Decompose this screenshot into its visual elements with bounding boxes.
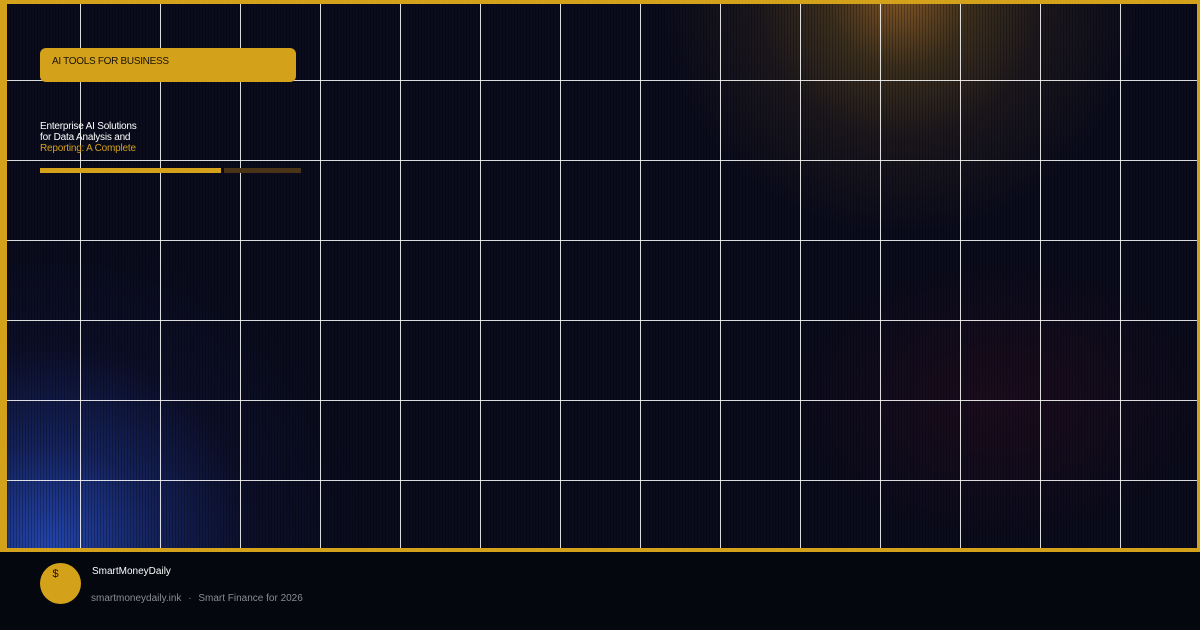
title-line: Enterprise AI Solutions: [40, 121, 137, 132]
site-domain-link[interactable]: smartmoneydaily.ink: [91, 593, 182, 604]
category-badge: AI TOOLS FOR BUSINESS: [40, 48, 296, 82]
tagline: Smart Finance for 2026: [198, 593, 303, 604]
dollar-logo-icon: $: [40, 563, 81, 604]
separator: ·: [188, 593, 192, 604]
title-line: for Data Analysis and: [40, 132, 131, 143]
article-title: Enterprise AI Solutions for Data Analysi…: [40, 121, 137, 154]
footer: $ SmartMoneyDaily smartmoneydaily.ink · …: [0, 552, 1200, 630]
footer-subline: smartmoneydaily.ink · Smart Finance for …: [91, 593, 303, 604]
title-accent-line: Reporting: A Complete: [40, 143, 136, 154]
progress-bar-fill: [40, 168, 221, 173]
grid-overlay: [7, 4, 1197, 548]
hero-banner: AI TOOLS FOR BUSINESS Enterprise AI Solu…: [0, 0, 1200, 552]
progress-bar-track: [224, 168, 301, 173]
brand-name: SmartMoneyDaily: [92, 566, 171, 577]
